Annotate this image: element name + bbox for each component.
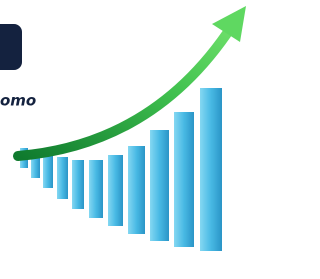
bar — [72, 160, 84, 209]
bar — [43, 153, 53, 188]
bar — [108, 155, 123, 226]
bar — [57, 157, 68, 199]
bars — [20, 88, 222, 251]
bar — [150, 130, 169, 241]
dark-block — [0, 24, 22, 70]
bar — [174, 112, 194, 247]
arrow-shaft — [18, 26, 232, 156]
bar — [128, 146, 145, 234]
illustration: omo — [0, 0, 267, 279]
bar — [200, 88, 222, 251]
bar — [89, 160, 103, 218]
banner-label: omo — [0, 92, 36, 110]
page: {"banner": {"label": "omo"}} omo (() => … — [0, 0, 267, 279]
